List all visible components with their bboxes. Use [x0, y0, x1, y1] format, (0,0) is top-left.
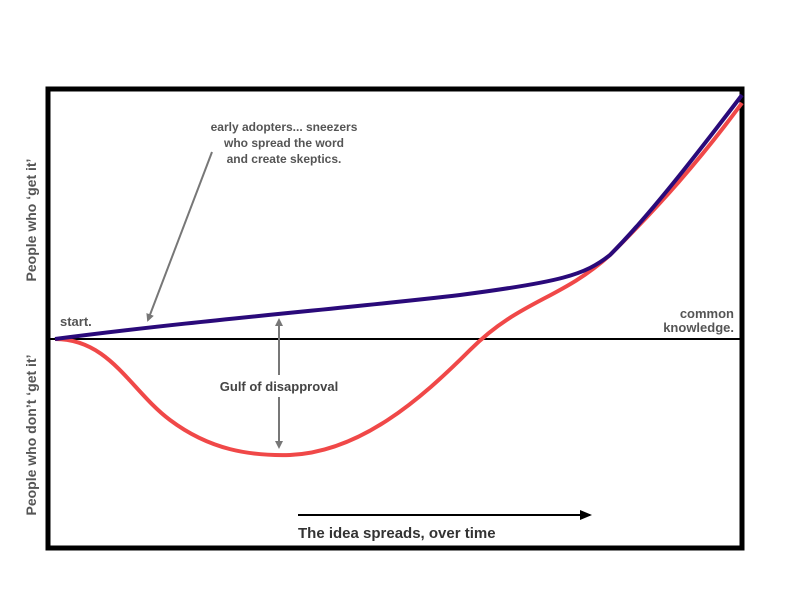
start-label: start.: [60, 314, 92, 329]
skeptics-curve: [54, 101, 744, 458]
y-label-bottom: People who don’t ‘get it’: [23, 355, 39, 516]
annotation-line-3: and create skeptics.: [227, 152, 342, 166]
gulf-label: Gulf of disapproval: [220, 379, 338, 394]
y-label-top: People who ‘get it’: [23, 159, 39, 282]
common-knowledge-2: knowledge.: [663, 320, 734, 335]
x-axis-label: The idea spreads, over time: [298, 525, 496, 542]
annotation-line-2: who spread the word: [223, 136, 344, 150]
common-knowledge-1: common: [680, 306, 734, 321]
frame: [45, 86, 745, 551]
annotation-line-1: early adopters... sneezers: [211, 120, 358, 134]
adopters-curve: [54, 93, 744, 341]
annotation-arrow: [146, 151, 213, 322]
